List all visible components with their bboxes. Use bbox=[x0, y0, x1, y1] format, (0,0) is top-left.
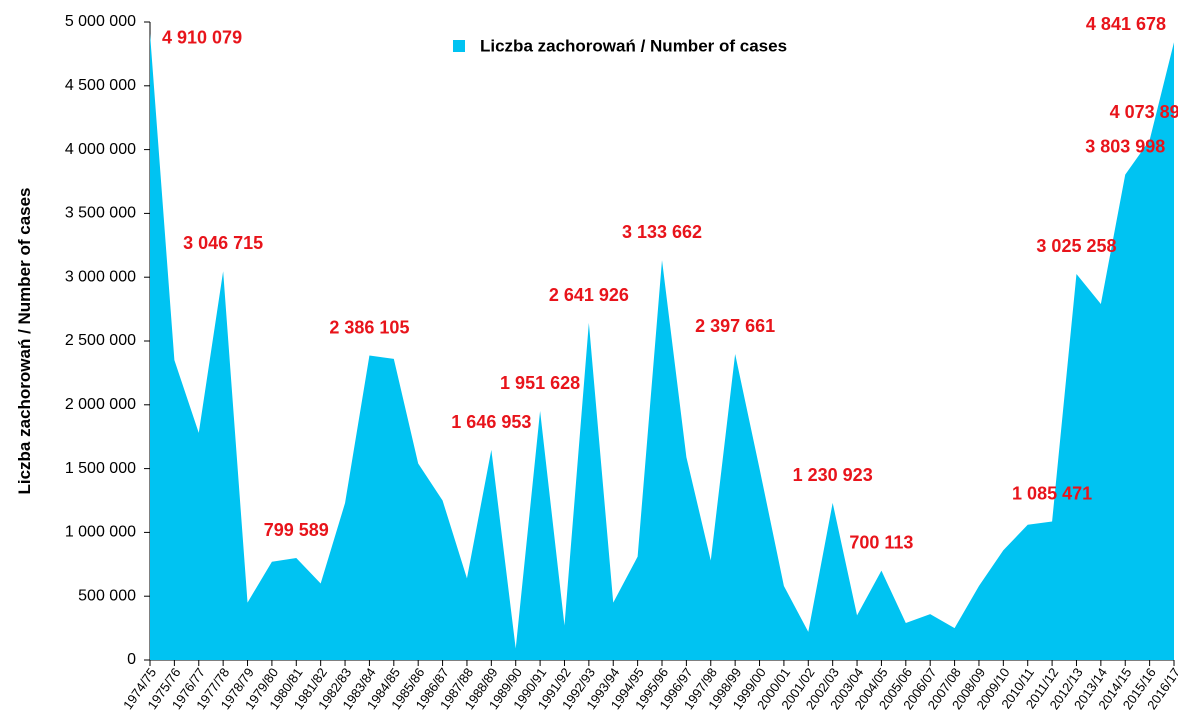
y-tick-label: 3 000 000 bbox=[65, 268, 136, 285]
value-label: 1 085 471 bbox=[1012, 483, 1092, 503]
y-tick-label: 1 500 000 bbox=[65, 460, 136, 477]
legend-label: Liczba zachorowań / Number of cases bbox=[480, 36, 787, 55]
value-label: 3 133 662 bbox=[622, 222, 702, 242]
legend-swatch bbox=[453, 40, 465, 52]
value-label: 3 046 715 bbox=[183, 233, 263, 253]
y-axis-title: Liczba zachorowań / Number of cases bbox=[15, 187, 34, 494]
y-tick-label: 1 000 000 bbox=[65, 524, 136, 541]
value-label: 1 951 628 bbox=[500, 373, 580, 393]
value-label: 3 025 258 bbox=[1036, 236, 1116, 256]
area bbox=[150, 33, 1174, 660]
value-label: 4 073 898 bbox=[1110, 102, 1178, 122]
value-label: 2 641 926 bbox=[549, 285, 629, 305]
value-label: 700 113 bbox=[849, 533, 913, 553]
y-tick-label: 4 000 000 bbox=[65, 141, 136, 158]
y-tick-label: 4 500 000 bbox=[65, 77, 136, 94]
value-label: 2 397 661 bbox=[695, 316, 775, 336]
value-label: 799 589 bbox=[264, 520, 329, 540]
y-tick-label: 2 000 000 bbox=[65, 396, 136, 413]
value-label: 2 386 105 bbox=[329, 318, 409, 338]
y-tick-label: 0 bbox=[127, 651, 136, 668]
y-tick-label: 5 000 000 bbox=[65, 13, 136, 30]
y-tick-label: 2 500 000 bbox=[65, 332, 136, 349]
value-label: 1 646 953 bbox=[451, 412, 531, 432]
value-label: 4 910 079 bbox=[162, 27, 242, 47]
value-label: 4 841 678 bbox=[1086, 14, 1166, 34]
value-label: 1 230 923 bbox=[793, 465, 873, 485]
value-label: 3 803 998 bbox=[1085, 137, 1165, 157]
y-tick-label: 3 500 000 bbox=[65, 205, 136, 222]
y-tick-label: 500 000 bbox=[78, 587, 136, 604]
